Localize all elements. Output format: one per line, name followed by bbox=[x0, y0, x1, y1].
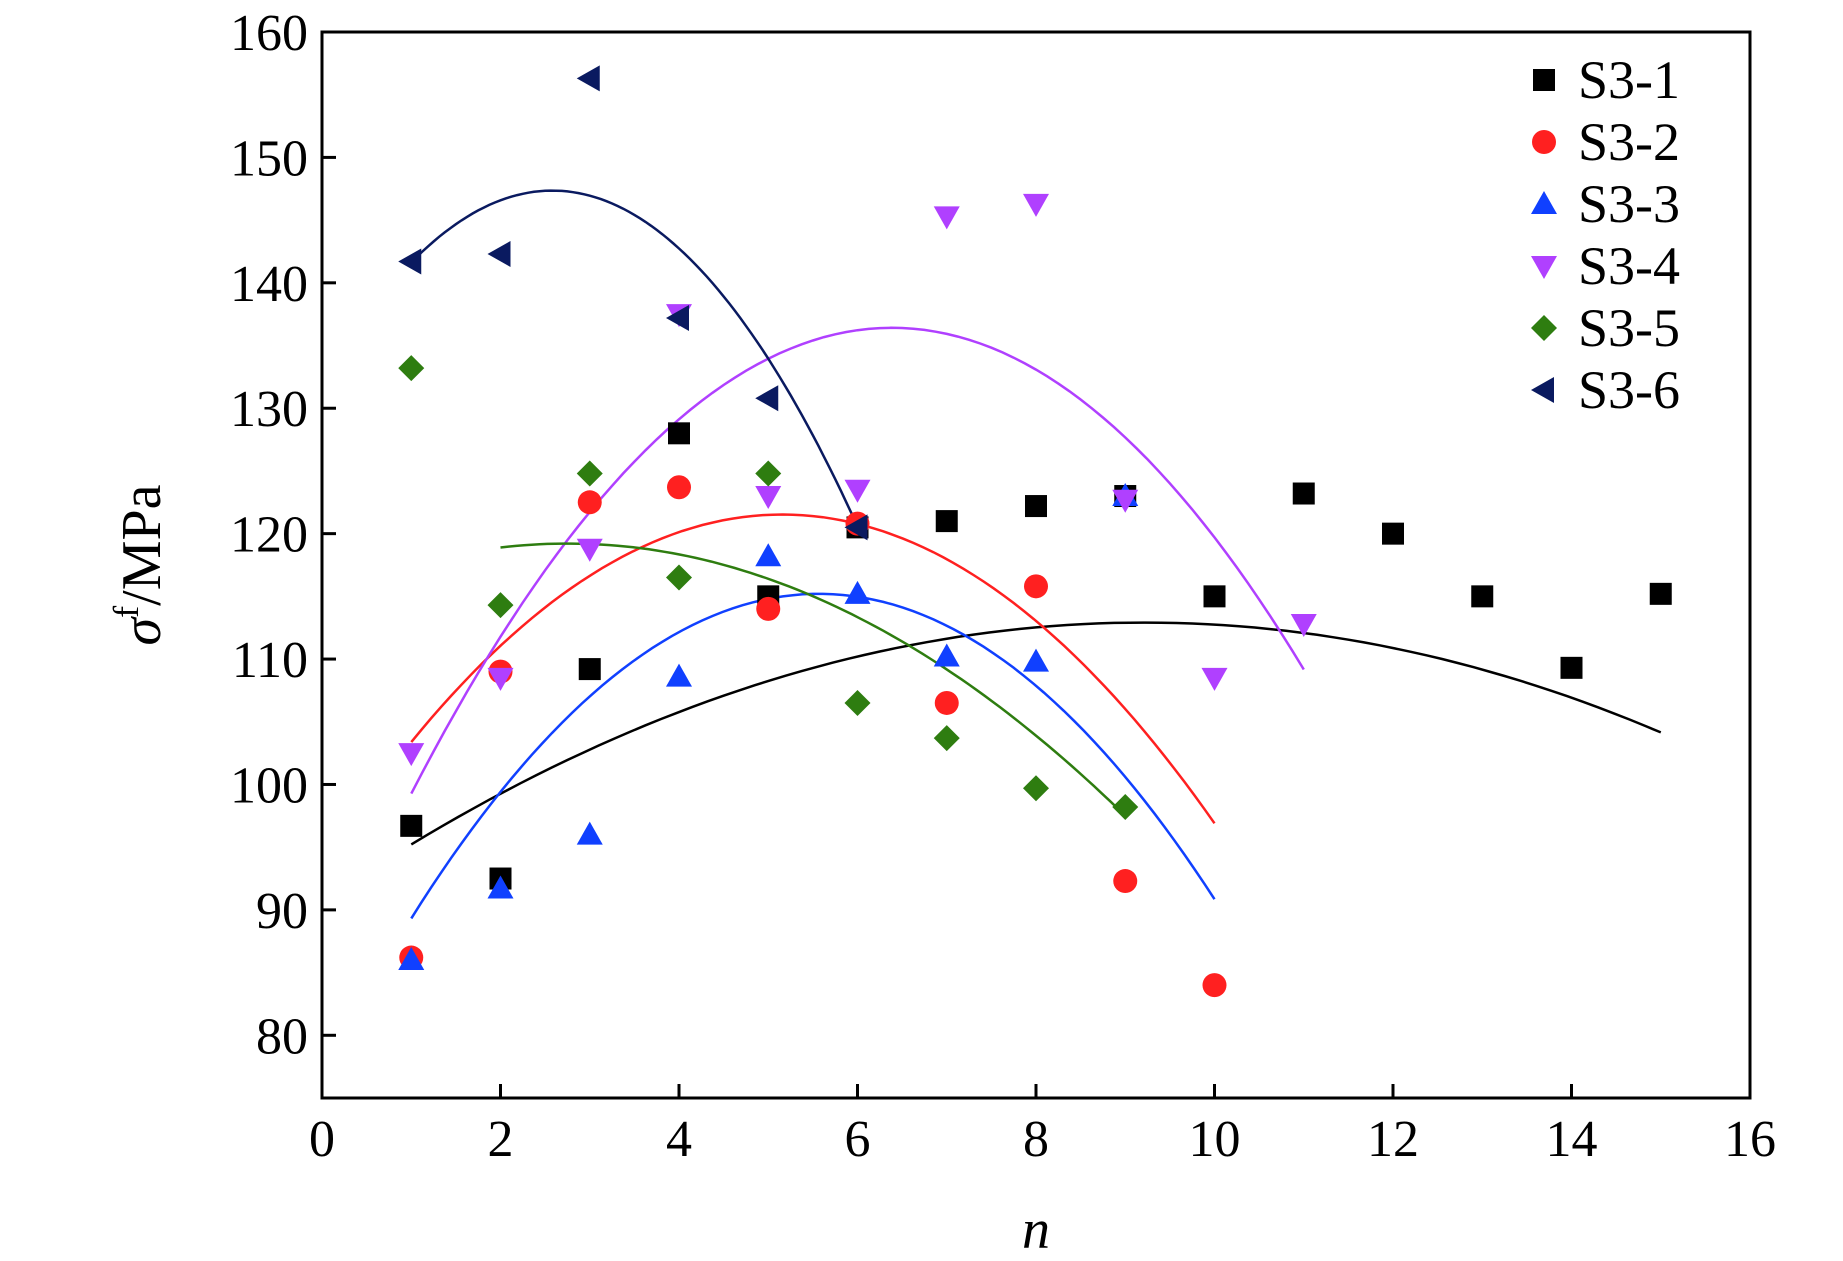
fit-curve-s3-2 bbox=[410, 513, 1216, 825]
data-point-s3-1 bbox=[1471, 585, 1494, 608]
legend-marker-s3-6 bbox=[1531, 377, 1554, 403]
data-point-s3-2 bbox=[667, 475, 691, 500]
data-point-s3-4 bbox=[576, 538, 603, 562]
data-point-s3-5 bbox=[844, 689, 871, 716]
fit-curve-s3-5 bbox=[500, 542, 1127, 817]
x-tick-label: 14 bbox=[1546, 1111, 1598, 1168]
y-tick-label: 110 bbox=[232, 632, 308, 689]
data-point-s3-3 bbox=[844, 580, 871, 604]
fit-curve-s3-1 bbox=[410, 621, 1662, 846]
data-point-s3-2 bbox=[1024, 574, 1048, 599]
fit-curves bbox=[410, 189, 1662, 920]
legend-label-s3-1: S3-1 bbox=[1578, 50, 1680, 110]
x-tick-label: 2 bbox=[488, 1111, 514, 1168]
data-point-s3-3 bbox=[1023, 648, 1049, 672]
y-tick-label: 80 bbox=[256, 1008, 308, 1065]
data-point-s3-5 bbox=[1023, 775, 1049, 802]
legend-marker-s3-1 bbox=[1533, 69, 1555, 91]
data-point-s3-4 bbox=[933, 206, 960, 230]
data-point-s3-6 bbox=[398, 248, 422, 275]
x-tick-label: 6 bbox=[845, 1111, 871, 1168]
data-point-s3-4 bbox=[1112, 489, 1139, 513]
data-point-s3-4 bbox=[1023, 193, 1049, 217]
data-point-s3-6 bbox=[487, 240, 511, 267]
data-point-s3-2 bbox=[756, 596, 781, 621]
data-point-s3-3 bbox=[666, 663, 692, 687]
data-point-s3-4 bbox=[755, 486, 782, 510]
fit-curve-s3-3 bbox=[410, 592, 1216, 920]
data-point-s3-4 bbox=[844, 479, 871, 503]
x-tick-label: 12 bbox=[1367, 1111, 1419, 1168]
data-point-s3-4 bbox=[487, 667, 514, 691]
x-tick-label: 0 bbox=[309, 1111, 335, 1168]
data-point-s3-6 bbox=[576, 65, 600, 92]
data-point-s3-3 bbox=[398, 947, 425, 971]
data-point-s3-3 bbox=[487, 875, 514, 899]
data-point-s3-4 bbox=[398, 743, 425, 767]
data-point-s3-5 bbox=[1112, 794, 1139, 821]
y-tick-label: 160 bbox=[230, 5, 308, 62]
y-tick-label: 90 bbox=[256, 883, 308, 940]
data-point-s3-2 bbox=[577, 490, 602, 515]
data-point-s3-1 bbox=[1025, 495, 1047, 518]
fit-curve-s3-4 bbox=[410, 326, 1305, 795]
y-axis-superscript: f bbox=[106, 606, 146, 618]
y-axis-title: σf/MPa bbox=[106, 484, 173, 645]
x-axis-title: n bbox=[1022, 1199, 1050, 1261]
data-point-s3-5 bbox=[576, 460, 603, 487]
data-points bbox=[398, 65, 1672, 998]
data-point-s3-3 bbox=[933, 643, 960, 667]
data-point-s3-6 bbox=[844, 514, 868, 541]
data-point-s3-1 bbox=[1382, 522, 1404, 545]
legend-label-s3-4: S3-4 bbox=[1578, 236, 1680, 296]
legend-marker-s3-5 bbox=[1531, 315, 1557, 341]
data-point-s3-1 bbox=[1203, 585, 1226, 608]
legend-marker-s3-2 bbox=[1532, 130, 1556, 154]
x-tick-label: 10 bbox=[1189, 1111, 1241, 1168]
data-point-s3-1 bbox=[400, 814, 423, 837]
data-point-s3-4 bbox=[1290, 613, 1317, 637]
data-point-s3-5 bbox=[933, 725, 960, 752]
legend-marker-s3-4 bbox=[1531, 256, 1557, 279]
y-axis-symbol: σ bbox=[111, 615, 173, 645]
y-tick-label: 100 bbox=[230, 757, 308, 814]
legend-label-s3-3: S3-3 bbox=[1578, 174, 1680, 234]
data-point-s3-1 bbox=[668, 422, 690, 445]
x-tick-label: 16 bbox=[1724, 1111, 1776, 1168]
data-point-s3-3 bbox=[576, 821, 603, 845]
data-point-s3-2 bbox=[934, 690, 959, 715]
y-tick-label: 150 bbox=[230, 130, 308, 187]
data-point-s3-1 bbox=[1560, 656, 1583, 679]
data-point-s3-5 bbox=[755, 460, 782, 487]
legend-label-s3-6: S3-6 bbox=[1578, 360, 1680, 420]
data-point-s3-5 bbox=[666, 564, 692, 591]
legend-label-s3-2: S3-2 bbox=[1578, 112, 1680, 172]
y-tick-label: 140 bbox=[230, 256, 308, 313]
data-point-s3-6 bbox=[666, 304, 689, 331]
data-point-s3-2 bbox=[1113, 869, 1138, 894]
data-point-s3-1 bbox=[1292, 482, 1315, 505]
data-point-s3-3 bbox=[755, 543, 782, 567]
data-point-s3-6 bbox=[755, 385, 779, 412]
y-axis-unit: /MPa bbox=[111, 484, 173, 605]
legend-marker-s3-3 bbox=[1531, 191, 1557, 214]
legend: S3-1S3-2S3-3S3-4S3-5S3-6 bbox=[1531, 50, 1680, 420]
data-point-s3-1 bbox=[1649, 582, 1672, 605]
data-point-s3-5 bbox=[398, 355, 425, 382]
legend-label-s3-5: S3-5 bbox=[1578, 298, 1680, 358]
axis-ticks: 0 2 4 6 8 10 12 14 16 80 90 100 110 120 130 140 150 160 bbox=[230, 5, 1776, 1168]
data-point-s3-5 bbox=[487, 592, 514, 619]
data-point-s3-4 bbox=[1201, 667, 1228, 691]
fit-curve-s3-6 bbox=[410, 189, 859, 527]
y-tick-label: 120 bbox=[230, 507, 308, 564]
x-tick-label: 8 bbox=[1023, 1111, 1049, 1168]
data-point-s3-1 bbox=[578, 658, 601, 681]
data-point-s3-2 bbox=[1202, 973, 1227, 998]
data-point-s3-1 bbox=[935, 510, 958, 533]
x-tick-label: 4 bbox=[666, 1111, 692, 1168]
y-tick-label: 130 bbox=[230, 381, 308, 438]
